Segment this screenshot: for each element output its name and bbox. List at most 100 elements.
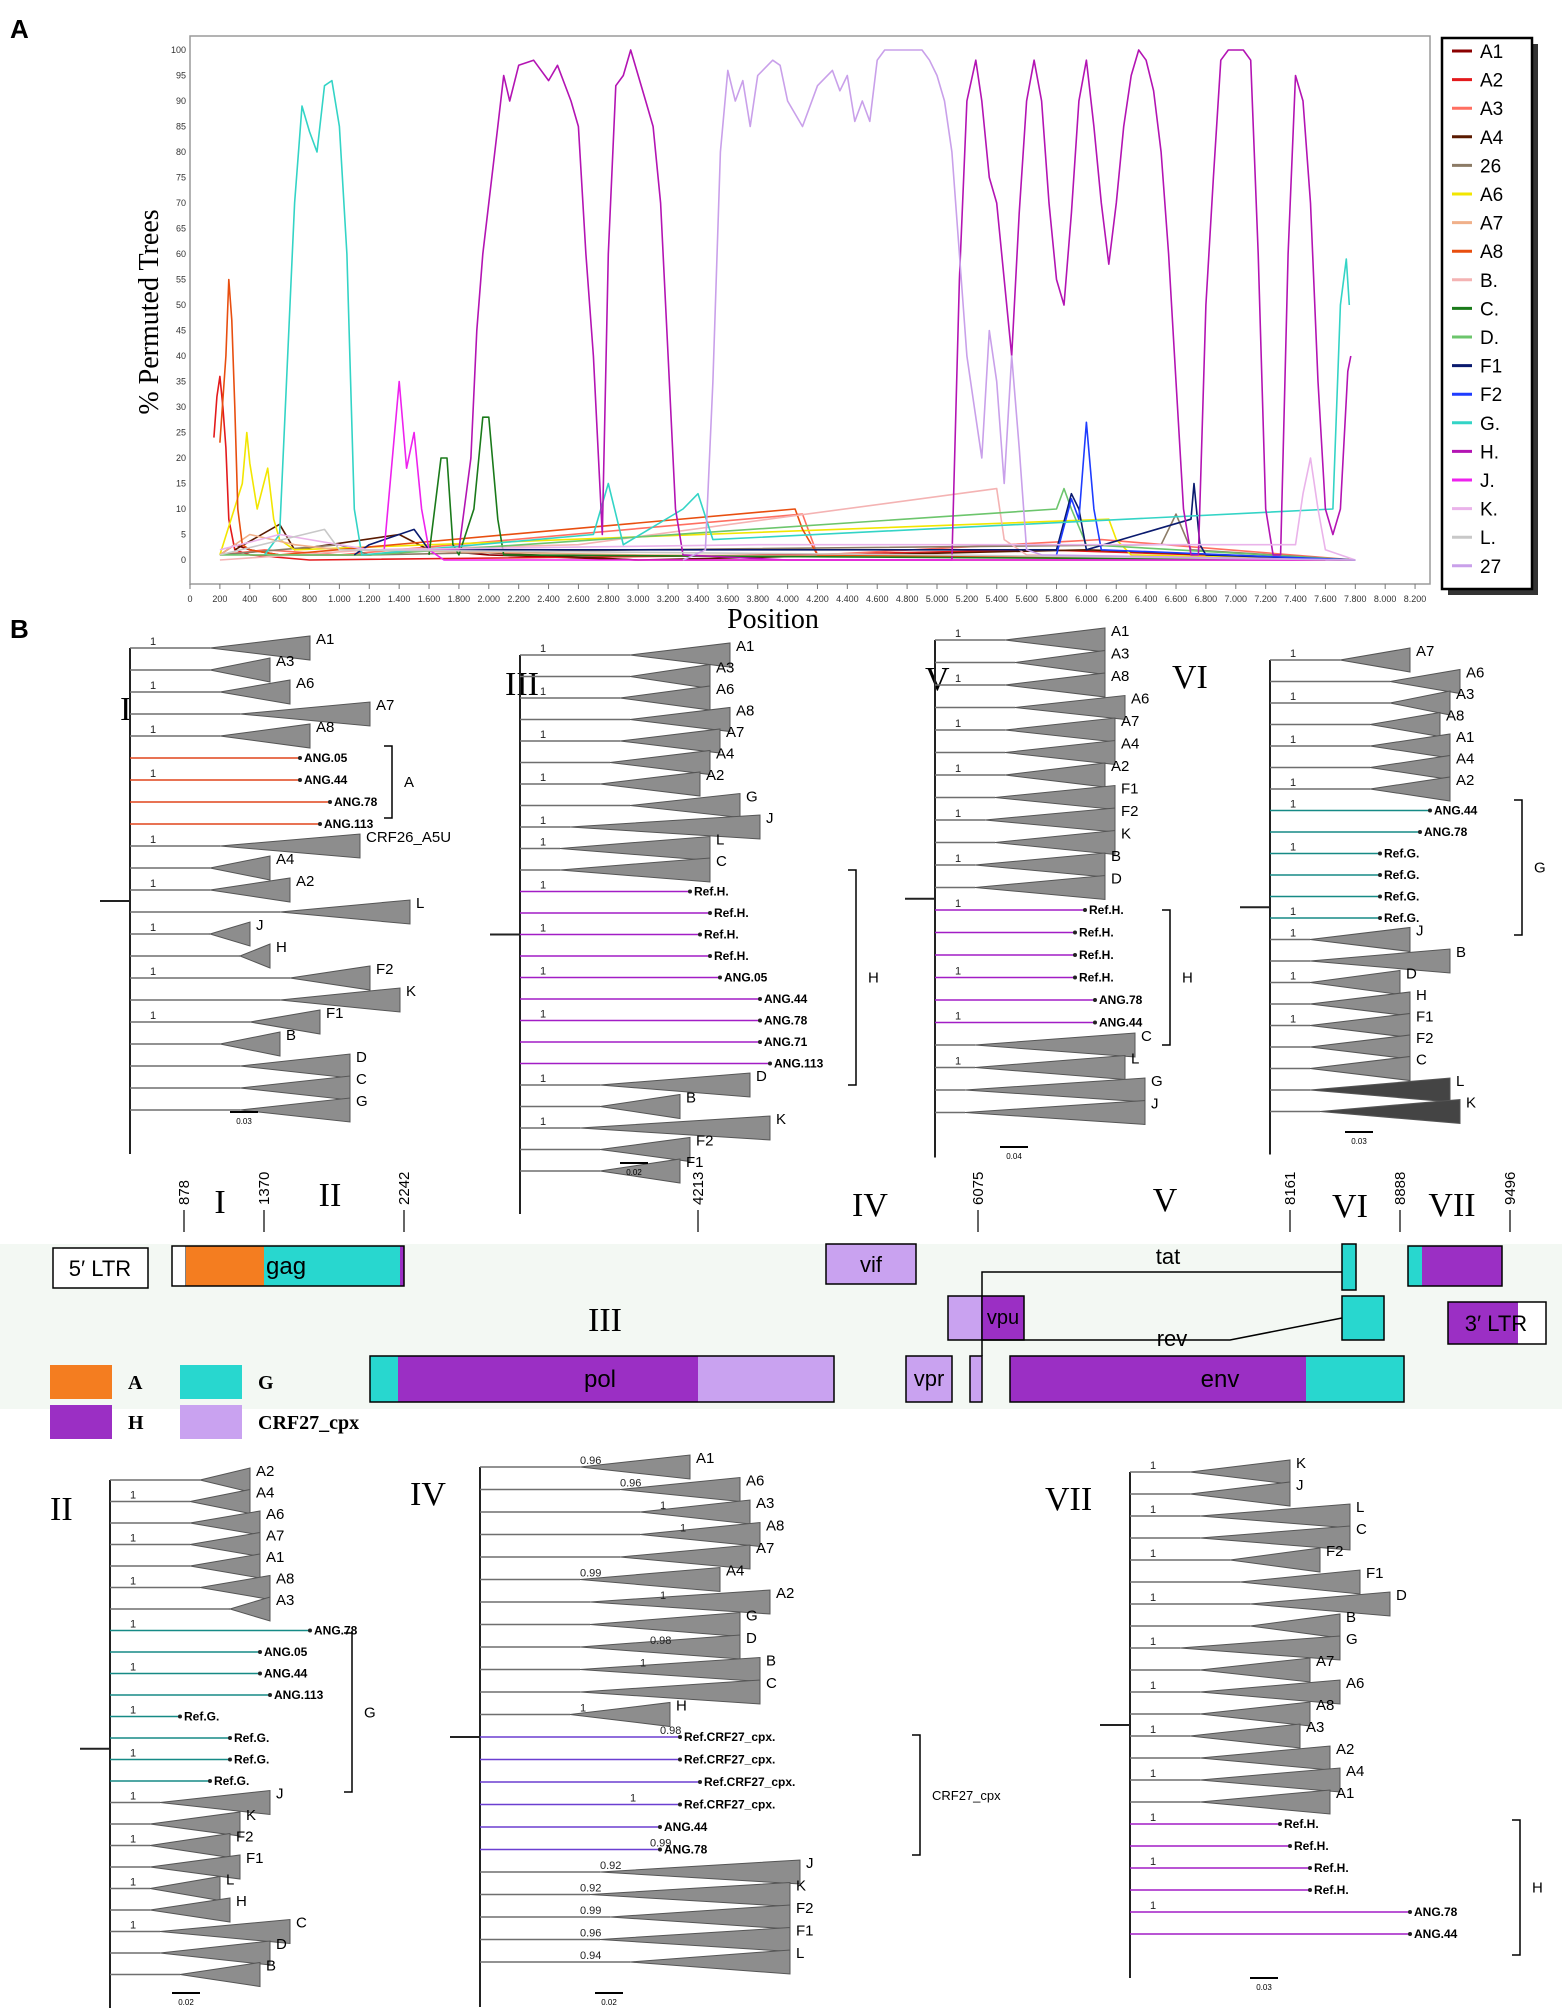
support-value: 1 — [130, 1877, 136, 1889]
taxon-dot — [1073, 953, 1077, 957]
legend-label: K. — [1480, 500, 1498, 521]
support-value: 1 — [955, 808, 961, 820]
series-line-g — [264, 79, 1351, 556]
genome-region-label: IV — [852, 1187, 888, 1224]
collapsed-clade — [559, 857, 711, 883]
tree-leaf-label: A1 — [266, 1549, 284, 1566]
tree-leaf-label: Ref.H. — [1314, 1861, 1349, 1875]
tree-leaf-label: L — [1131, 1051, 1139, 1068]
support-value: 1 — [1290, 799, 1296, 811]
y-tick-label: 65 — [176, 224, 186, 234]
tree-leaf-label: A4 — [716, 746, 734, 763]
collapsed-clade — [609, 749, 711, 776]
tree-region-label: II — [50, 1491, 73, 1528]
collapsed-clade — [629, 792, 741, 819]
series-line-27 — [682, 49, 1356, 561]
y-tick-label: 25 — [176, 428, 186, 438]
tree-leaf-label: CRF26_A5U — [366, 829, 451, 846]
tree-leaf-label: ANG.44 — [264, 1667, 308, 1681]
pol-segment-c — [698, 1356, 834, 1402]
tree-leaf-label: Ref.H. — [1079, 971, 1114, 985]
tree-leaf-label: C — [1356, 1521, 1367, 1538]
y-tick-label: 90 — [176, 96, 186, 106]
taxon-dot — [698, 1780, 702, 1784]
clade-bracket-label: H — [1532, 1880, 1543, 1897]
tree-leaf-label: A2 — [776, 1585, 794, 1602]
genome-region-label: VII — [1428, 1187, 1475, 1224]
support-value: 1 — [540, 1009, 546, 1021]
collapsed-clade — [209, 855, 271, 881]
tree-leaf-label: A3 — [1306, 1719, 1324, 1736]
taxon-dot — [1278, 1822, 1282, 1826]
subtype-legend-swatch — [50, 1365, 112, 1399]
legend-label: J. — [1480, 471, 1495, 492]
collapsed-clade — [974, 852, 1106, 878]
taxon-dot — [1378, 851, 1382, 856]
tree-leaf-label: F2 — [376, 961, 394, 978]
x-tick-label: 5.800 — [1045, 594, 1068, 604]
tat-splice-line — [981, 1271, 1342, 1297]
tree-leaf-label: A1 — [696, 1450, 714, 1467]
collapsed-clade — [964, 1077, 1146, 1103]
tree-leaf-label: Ref.G. — [1384, 911, 1419, 925]
taxon-dot — [678, 1802, 682, 1807]
position-label: 2242 — [396, 1172, 413, 1205]
vif-box — [825, 1243, 917, 1285]
collapsed-clade — [1199, 1745, 1331, 1771]
collapsed-clade — [1004, 627, 1106, 653]
tree-ii: II A2 A4 1 A6 A7 1 A1 A8 1 A3 ANG.78 1 ANG.05 ANG.44 1 A… — [50, 1463, 376, 2008]
position-label: 878 — [176, 1180, 193, 1205]
collapsed-clade — [228, 1596, 271, 1622]
taxon-dot — [1378, 873, 1382, 877]
tree-leaf-label: B — [1346, 1609, 1356, 1626]
tree-leaf-label: A6 — [296, 675, 314, 692]
support-value: 1 — [955, 763, 961, 775]
position-label: 8888 — [1392, 1172, 1409, 1205]
collapsed-clade — [629, 706, 731, 733]
gag-segment-a — [186, 1246, 264, 1286]
nef-box — [1407, 1245, 1503, 1287]
collapsed-clade — [599, 1926, 791, 1953]
collapsed-clade — [209, 877, 291, 903]
x-tick-label: 6.800 — [1195, 594, 1218, 604]
tree-leaf-label: Ref.H. — [1294, 1839, 1329, 1853]
y-tick-label: 55 — [176, 275, 186, 285]
support-value: 1 — [150, 966, 156, 978]
series-line-c — [428, 416, 1356, 561]
tree-leaf-label: Ref.CRF27_cpx. — [684, 1753, 775, 1767]
collapsed-clade — [1189, 1481, 1291, 1507]
tree-leaf-label: A6 — [1131, 691, 1149, 708]
tree-leaf-label: ANG.78 — [664, 1843, 708, 1857]
tree-leaf-label: Ref.CRF27_cpx. — [704, 1775, 795, 1789]
taxon-dot — [1428, 808, 1432, 813]
collapsed-clade — [974, 1054, 1126, 1081]
tree-iv: IV A1 0.96 A6 0.96 A3 1 A8 1 A7 A4 0.99 A2 1 GD 0.98 B 1 C… — [410, 1450, 1001, 2007]
tree-leaf-label: ANG.113 — [774, 1057, 824, 1071]
support-value: 1 — [150, 636, 156, 648]
y-tick-label: 5 — [181, 530, 186, 540]
tree-leaf-label: B — [1111, 848, 1121, 865]
legend-box — [1440, 36, 1534, 591]
taxon-dot — [1378, 916, 1382, 920]
tree-leaf-label: A1 — [736, 638, 754, 655]
scale-bar-label: 0.03 — [1351, 1137, 1367, 1146]
support-value: 1 — [680, 1523, 686, 1535]
collapsed-clade — [589, 1611, 741, 1638]
tree-leaf-label: K — [1466, 1095, 1476, 1112]
support-value: 1 — [1150, 1636, 1156, 1648]
collapsed-clade — [629, 1949, 791, 1975]
collapsed-clade — [1309, 1055, 1411, 1082]
x-tick-label: 6.000 — [1075, 594, 1098, 604]
ltr3-segment-white — [1518, 1302, 1546, 1344]
nef-segment-h — [1422, 1246, 1502, 1286]
tree-vi: VI A7 1 A6 A3 1 A8 A1 1 A4 A2 1 ANG.44 1 ANG.78 Ref.G. 1… — [1172, 643, 1546, 1155]
collapsed-clade — [1309, 926, 1411, 953]
collapsed-clade — [219, 679, 291, 705]
taxon-dot — [718, 975, 722, 980]
taxon-dot — [308, 1628, 312, 1633]
support-value: 1 — [1290, 691, 1296, 703]
tree-leaf-label: A8 — [766, 1518, 784, 1535]
x-tick-label: 200 — [212, 594, 227, 604]
x-tick-label: 7.800 — [1344, 594, 1367, 604]
tree-leaf-label: C — [716, 853, 727, 870]
